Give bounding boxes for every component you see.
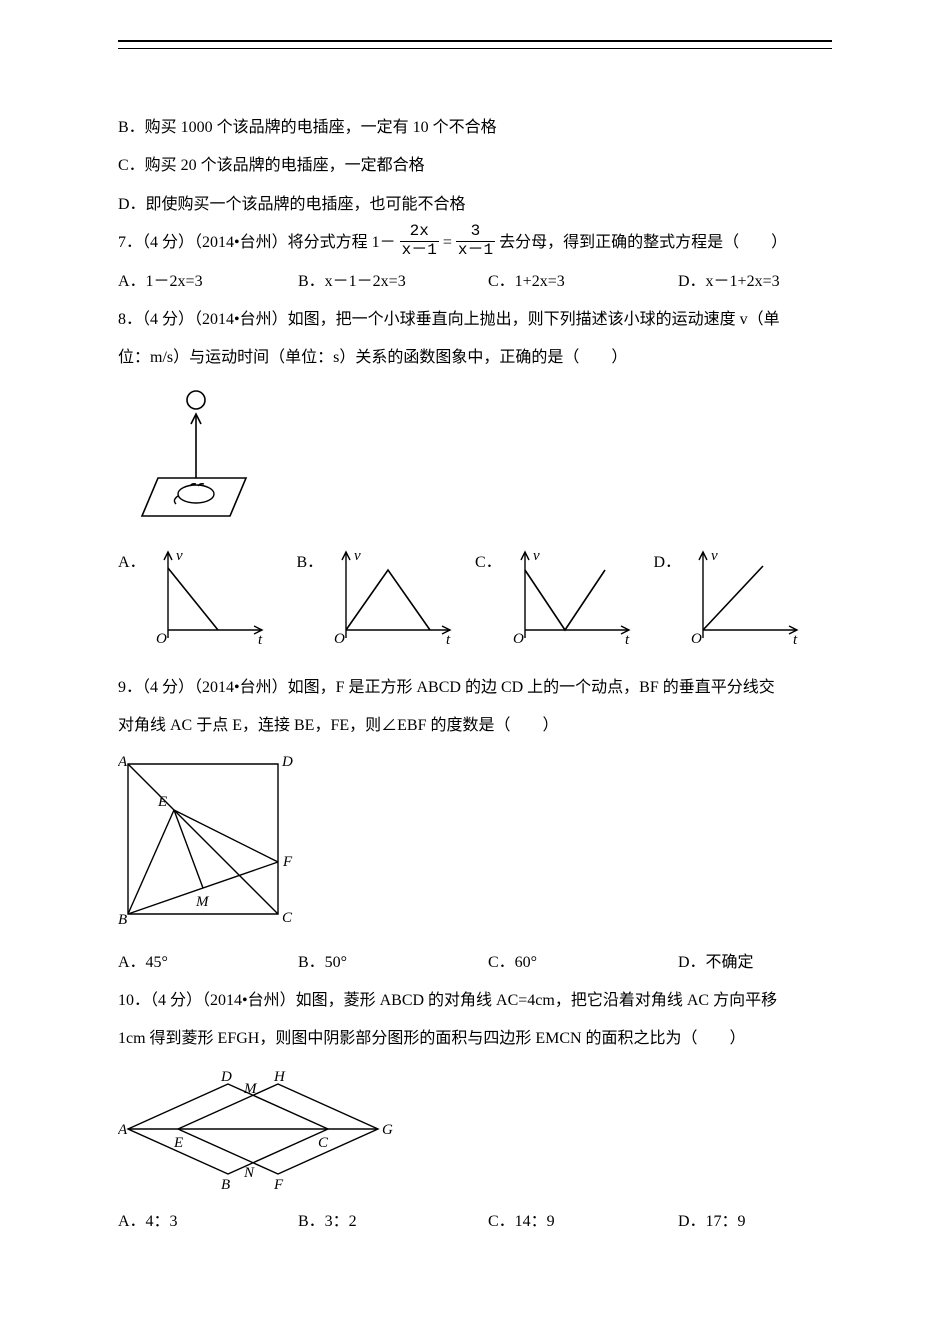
q8-opt-c-graph: v t O	[507, 546, 654, 651]
q7-opt-b: B．x－1－2x=3	[298, 263, 488, 301]
axis-v-c: v	[533, 548, 540, 564]
q9-lbl-e: E	[157, 794, 167, 810]
q10-lbl-e: E	[173, 1135, 183, 1151]
q10-opt-c: C．14：9	[488, 1203, 678, 1241]
q9-stem-line2: 对角线 AC 于点 E，连接 BE，FE，则∠EBF 的度数是（ ）	[118, 707, 832, 745]
q9-opt-d: D．不确定	[678, 944, 754, 982]
q7-frac1-num: 2x	[400, 223, 439, 242]
q7-stem-suffix: 去分母，得到正确的整式方程是（ ）	[499, 234, 787, 251]
q8-opt-d-label: D．	[654, 546, 686, 572]
q10-stem-line2: 1cm 得到菱形 EFGH，则图中阴影部分图形的面积与四边形 EMCN 的面积之…	[118, 1020, 832, 1058]
prelude-opt-c: C．购买 20 个该品牌的电插座，一定都合格	[118, 147, 832, 185]
prelude-opt-b: B．购买 1000 个该品牌的电插座，一定有 10 个不合格	[118, 109, 832, 147]
q8-opt-d-graph: v t O	[685, 546, 832, 651]
q10-stem-line1: 10．（4 分）（2014•台州）如图，菱形 ABCD 的对角线 AC=4cm，…	[118, 982, 832, 1020]
axis-o-b: O	[334, 631, 345, 646]
q9-opt-b: B．50°	[298, 944, 488, 982]
q9-lbl-d: D	[281, 754, 293, 770]
exam-page: B．购买 1000 个该品牌的电插座，一定有 10 个不合格 C．购买 20 个…	[0, 0, 950, 1301]
axis-t-b: t	[446, 632, 451, 646]
q8-stem-line2: 位：m/s）与运动时间（单位：s）关系的函数图象中，正确的是（ ）	[118, 339, 832, 377]
q9-lbl-m: M	[195, 894, 210, 910]
q8-throw-figure	[118, 388, 832, 528]
q7-frac2-num: 3	[456, 223, 495, 242]
q10-lbl-m: M	[243, 1081, 258, 1097]
q7-stem-prefix: 7．（4 分）（2014•台州）将分式方程 1－	[118, 234, 396, 251]
q9-figure: A D C B F E M	[118, 754, 832, 934]
axis-v-a: v	[176, 548, 183, 564]
q9-stem-line1: 9．（4 分）（2014•台州）如图，F 是正方形 ABCD 的边 CD 上的一…	[118, 669, 832, 707]
axis-o-c: O	[513, 631, 524, 646]
q7-frac2-den: x－1	[456, 242, 495, 260]
q8-opt-c-label: C．	[475, 546, 507, 572]
axis-v-b: v	[354, 548, 361, 564]
q8-opt-b-graph: v t O	[328, 546, 475, 651]
q7-options: A．1－2x=3 B．x－1－2x=3 C．1+2x=3 D．x－1+2x=3	[118, 263, 832, 301]
q9-opt-a: A．45°	[118, 944, 298, 982]
axis-v-d: v	[711, 548, 718, 564]
q10-lbl-f: F	[273, 1177, 284, 1193]
q10-lbl-n: N	[243, 1165, 255, 1181]
q7-opt-a: A．1－2x=3	[118, 263, 298, 301]
q8-opt-a-graph: v t O	[150, 546, 297, 651]
axis-t-d: t	[793, 632, 798, 646]
q10-lbl-a: A	[118, 1122, 128, 1138]
axis-o-d: O	[691, 631, 702, 646]
q10-lbl-h: H	[273, 1069, 286, 1085]
q7-frac1-den: x－1	[400, 242, 439, 260]
q9-lbl-c: C	[282, 910, 293, 926]
q10-figure: A D C B E H G F M N	[118, 1069, 832, 1199]
q10-lbl-c: C	[318, 1135, 329, 1151]
q9-lbl-b: B	[118, 912, 127, 928]
q10-lbl-g: G	[382, 1122, 393, 1138]
q7-mid: =	[443, 234, 452, 251]
q8-stem-line1: 8．（4 分）（2014•台州）如图，把一个小球垂直向上抛出，则下列描述该小球的…	[118, 301, 832, 339]
q10-options: A．4：3 B．3：2 C．14：9 D．17：9	[118, 1203, 832, 1241]
q10-lbl-b: B	[221, 1177, 230, 1193]
axis-o-a: O	[156, 631, 167, 646]
q8-opt-a-label: A．	[118, 546, 150, 572]
q7-frac2: 3 x－1	[456, 223, 495, 259]
prelude-opt-d: D．即使购买一个该品牌的电插座，也可能不合格	[118, 186, 832, 224]
q9-lbl-a: A	[118, 754, 128, 770]
throw-svg	[118, 388, 248, 528]
q10-opt-b: B．3：2	[298, 1203, 488, 1241]
rule-top	[118, 40, 832, 42]
q7-opt-d: D．x－1+2x=3	[678, 263, 780, 301]
q9-lbl-f: F	[282, 854, 293, 870]
q9-opt-c: C．60°	[488, 944, 678, 982]
q7-stem: 7．（4 分）（2014•台州）将分式方程 1－ 2x x－1 = 3 x－1 …	[118, 224, 832, 262]
q10-lbl-d: D	[220, 1069, 232, 1085]
q7-opt-c: C．1+2x=3	[488, 263, 678, 301]
axis-t-c: t	[625, 632, 630, 646]
q8-opt-b-label: B．	[297, 546, 329, 572]
q8-option-graphs: A． v t O B． v t O	[118, 546, 832, 651]
q7-frac1: 2x x－1	[400, 223, 439, 259]
q9-options: A．45° B．50° C．60° D．不确定	[118, 944, 832, 982]
rule-bottom	[118, 48, 832, 49]
axis-t-a: t	[258, 632, 263, 646]
q10-opt-d: D．17：9	[678, 1203, 746, 1241]
q10-opt-a: A．4：3	[118, 1203, 298, 1241]
